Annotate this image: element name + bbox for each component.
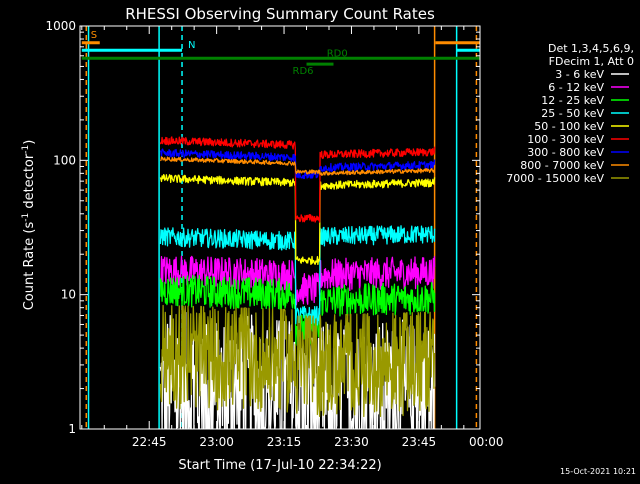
flag-label-rd6: RD6 [293, 66, 314, 77]
legend-label-7: 800 - 7000 keV [520, 159, 604, 172]
y-axis-label-sup1: -1 [21, 213, 31, 222]
series-line-6 [159, 148, 436, 180]
y-axis-label: Count Rate (s-1 detector-1) [21, 140, 37, 311]
legend-label-4: 50 - 100 keV [534, 120, 604, 133]
y-axis-label-end: ) [22, 140, 37, 145]
flag-label-flag-s: S [91, 30, 97, 41]
y-tick-label-0: 1 [68, 422, 76, 436]
x-tick-label-2: 23:15 [267, 435, 302, 449]
legend-label-2: 12 - 25 keV [541, 94, 604, 107]
legend-label-6: 300 - 800 keV [527, 146, 604, 159]
chart-title: RHESSI Observing Summary Count Rates [125, 5, 435, 23]
x-tick-label-4: 23:45 [402, 435, 437, 449]
x-tick-label-3: 23:30 [334, 435, 369, 449]
series-line-7 [159, 156, 436, 176]
series-line-4 [159, 173, 436, 266]
plot-area: S N RD0 RD6 [81, 26, 480, 429]
legend-header-1: FDecim 1, Att 0 [549, 55, 634, 68]
y-axis-label-mid: detector [22, 153, 37, 213]
legend-label-0: 3 - 6 keV [555, 68, 604, 81]
plot-frame [79, 25, 481, 430]
y-tick-label-2: 100 [53, 153, 76, 167]
y-axis-label-main: Count Rate (s [22, 222, 37, 311]
legend-label-1: 6 - 12 keV [548, 81, 604, 94]
series-line-3 [159, 225, 436, 326]
x-axis-label: Start Time (17-Jul-10 22:34:22) [178, 458, 381, 473]
series-line-5 [159, 136, 436, 223]
x-tick-label-1: 23:00 [199, 435, 234, 449]
legend-header-0: Det 1,3,4,5,6,9, [548, 42, 634, 55]
x-tick-label-5: 00:00 [469, 435, 504, 449]
y-tick-label-3: 1000 [45, 19, 76, 33]
legend-label-5: 100 - 300 keV [527, 133, 604, 146]
y-tick-label-1: 10 [61, 288, 76, 302]
timestamp: 15-Oct-2021 10:21 [560, 467, 636, 476]
flag-label-flag-n: N [188, 40, 195, 51]
legend-label-8: 7000 - 15000 keV [506, 172, 604, 185]
y-axis-label-sup2: -1 [21, 145, 31, 154]
legend-label-3: 25 - 50 keV [541, 107, 604, 120]
flag-label-rd0: RD0 [327, 48, 348, 59]
x-tick-label-0: 22:45 [132, 435, 167, 449]
series-line-8 [159, 304, 436, 418]
